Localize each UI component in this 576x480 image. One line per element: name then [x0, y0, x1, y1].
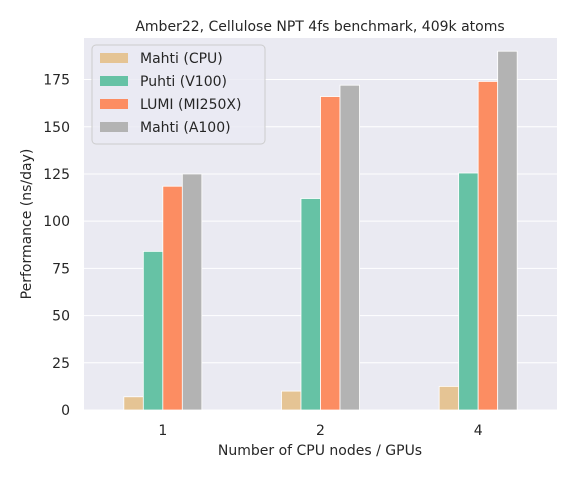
bar-mahti-a100-1: [181, 173, 203, 411]
y-tick-label: 0: [61, 403, 70, 419]
legend-label: Puhti (V100): [140, 74, 227, 90]
legend-swatch: [100, 76, 128, 86]
y-tick-label: 25: [52, 356, 70, 372]
y-tick-label: 50: [52, 309, 70, 325]
x-tick-label: 4: [474, 423, 483, 439]
bar-puhti-v100-1: [142, 250, 164, 411]
legend-label: Mahti (CPU): [140, 51, 223, 67]
bars: [123, 50, 518, 411]
bar-mahti-cpu-1: [123, 396, 144, 411]
legend-label: LUMI (MI250X): [140, 97, 241, 113]
y-tick-label: 75: [52, 261, 70, 277]
chart-title: Amber22, Cellulose NPT 4fs benchmark, 40…: [135, 19, 504, 35]
bar-lumi-mi250x-2: [320, 96, 341, 411]
y-tick-label: 125: [43, 167, 70, 183]
legend-swatch: [100, 122, 128, 132]
legend: Mahti (CPU) Puhti (V100) LUMI (MI250X) Maht…: [91, 44, 266, 145]
bar-puhti-v100-2: [300, 198, 321, 411]
bar-mahti-a100-2: [339, 84, 360, 411]
x-tick-label: 1: [158, 423, 167, 439]
bar-mahti-cpu-2: [281, 390, 302, 411]
legend-swatch: [100, 99, 128, 109]
bar-lumi-mi250x-1: [162, 185, 183, 411]
y-tick-label: 175: [43, 73, 70, 89]
bar-mahti-cpu-4: [438, 385, 460, 411]
y-tick-label: 100: [43, 214, 70, 230]
legend-swatch: [100, 53, 128, 63]
x-tick-labels: 1 2 4: [158, 423, 482, 439]
x-axis-title: Number of CPU nodes / GPUs: [218, 443, 422, 459]
y-axis-title: Performance (ns/day): [19, 149, 35, 300]
bar-mahti-a100-4: [497, 50, 518, 411]
bar-lumi-mi250x-4: [477, 81, 499, 411]
legend-box: [91, 44, 266, 145]
y-tick-labels: 0 25 50 75 100 125 150 175: [43, 73, 70, 419]
legend-label: Mahti (A100): [140, 120, 231, 136]
y-tick-label: 150: [43, 120, 70, 136]
bar-puhti-v100-4: [458, 172, 479, 411]
x-tick-label: 2: [316, 423, 325, 439]
